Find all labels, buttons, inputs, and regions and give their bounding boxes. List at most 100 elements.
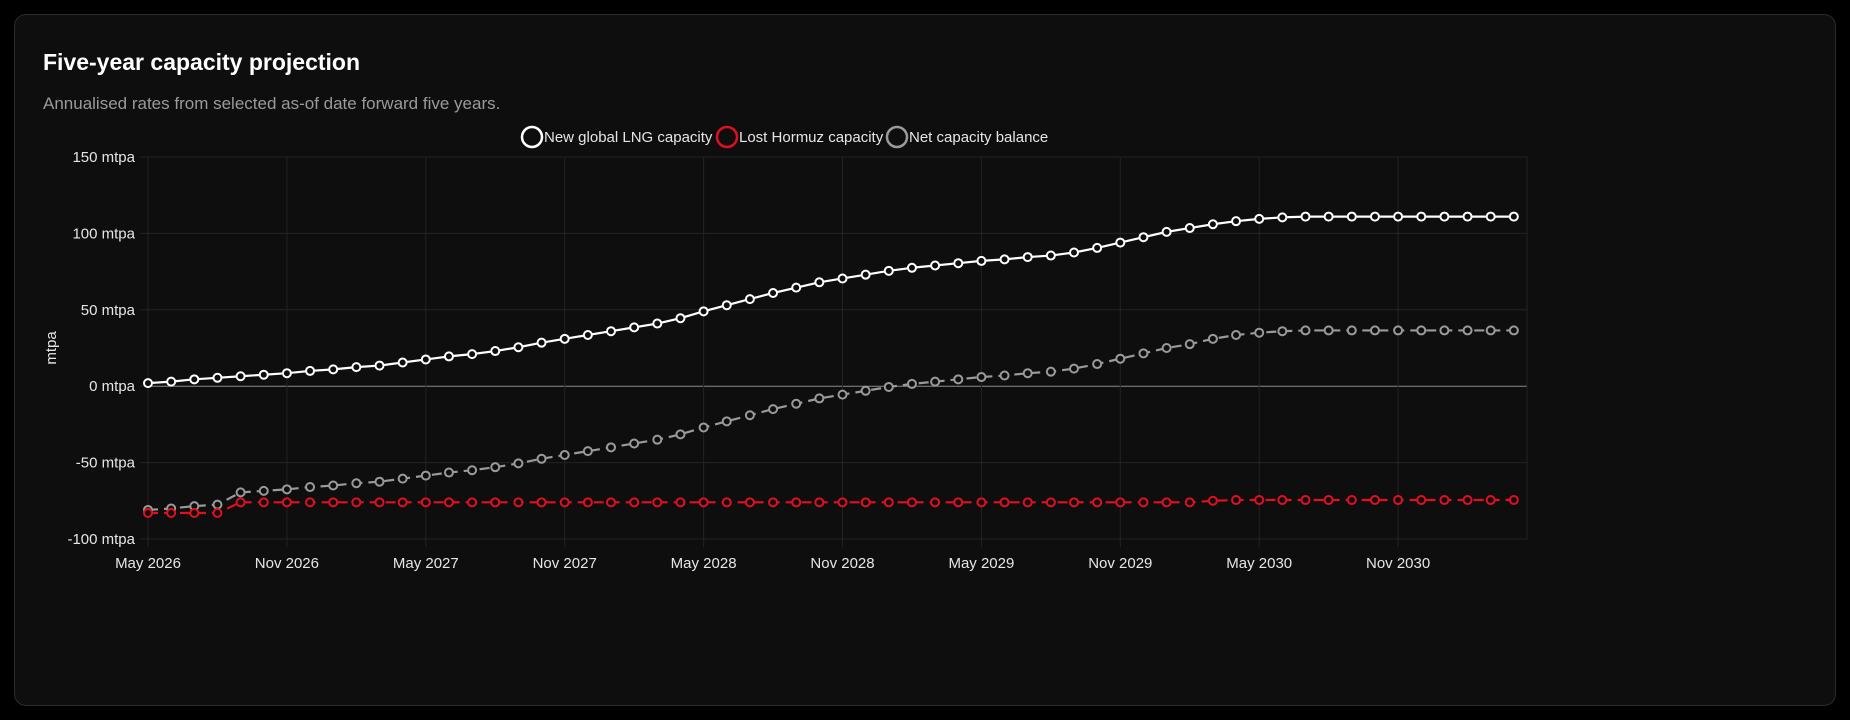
data-point[interactable] [1022,252,1033,263]
data-point[interactable] [1300,495,1311,506]
data-point[interactable] [1369,211,1380,222]
data-point[interactable] [837,497,848,508]
data-point[interactable] [420,354,431,365]
data-point[interactable] [953,258,964,269]
data-point[interactable] [883,381,894,392]
data-point[interactable] [559,333,570,344]
data-point[interactable] [559,449,570,460]
data-point[interactable] [1184,339,1195,350]
data-point[interactable] [883,497,894,508]
data-point[interactable] [768,497,779,508]
data-point[interactable] [536,453,547,464]
data-point[interactable] [953,497,964,508]
data-point[interactable] [1231,495,1242,506]
data-point[interactable] [490,497,501,508]
data-point[interactable] [1323,211,1334,222]
data-point[interactable] [582,497,593,508]
data-point[interactable] [281,368,292,379]
data-point[interactable] [420,470,431,481]
data-point[interactable] [189,508,200,519]
data-point[interactable] [1254,213,1265,224]
data-point[interactable] [768,404,779,415]
data-point[interactable] [814,393,825,404]
data-point[interactable] [559,497,570,508]
data-point[interactable] [1369,325,1380,336]
data-point[interactable] [1254,327,1265,338]
data-point[interactable] [443,497,454,508]
data-point[interactable] [1254,495,1265,506]
data-point[interactable] [1416,211,1427,222]
data-point[interactable] [1393,495,1404,506]
data-point[interactable] [397,497,408,508]
data-point[interactable] [1115,497,1126,508]
data-point[interactable] [999,497,1010,508]
data-point[interactable] [328,480,339,491]
data-point[interactable] [420,497,431,508]
data-point[interactable] [606,326,616,337]
data-point[interactable] [443,351,454,362]
data-point[interactable] [930,376,941,387]
data-point[interactable] [1485,325,1496,336]
data-point[interactable] [1045,250,1056,261]
data-point[interactable] [281,497,292,508]
data-point[interactable] [1231,330,1242,341]
data-point[interactable] [930,497,941,508]
data-point[interactable] [1069,247,1079,258]
data-point[interactable] [513,342,524,353]
data-point[interactable] [768,287,779,298]
data-point[interactable] [906,497,917,508]
data-point[interactable] [258,485,269,496]
data-point[interactable] [235,371,246,382]
data-point[interactable] [166,508,177,519]
data-point[interactable] [1323,495,1334,506]
data-point[interactable] [582,446,593,457]
data-point[interactable] [1369,495,1380,506]
data-point[interactable] [143,508,153,519]
data-point[interactable] [721,300,732,311]
data-point[interactable] [1346,325,1357,336]
data-point[interactable] [629,322,640,333]
data-point[interactable] [1346,211,1357,222]
data-point[interactable] [1115,237,1126,248]
data-point[interactable] [999,370,1010,381]
data-point[interactable] [629,497,640,508]
data-point[interactable] [1022,497,1033,508]
data-point[interactable] [1393,325,1404,336]
data-point[interactable] [1092,359,1103,370]
data-point[interactable] [860,497,871,508]
data-point[interactable] [1393,211,1404,222]
data-point[interactable] [1485,495,1496,506]
data-point[interactable] [1439,495,1450,506]
data-point[interactable] [1045,497,1056,508]
data-point[interactable] [883,265,894,276]
data-point[interactable] [1069,497,1079,508]
data-point[interactable] [1439,211,1450,222]
data-point[interactable] [536,337,547,348]
data-point[interactable] [675,497,686,508]
data-point[interactable] [629,438,640,449]
data-point[interactable] [1508,325,1519,336]
data-point[interactable] [1277,495,1288,506]
data-point[interactable] [1300,325,1311,336]
data-point[interactable] [791,497,802,508]
data-point[interactable] [1161,226,1172,237]
data-point[interactable] [744,497,755,508]
data-point[interactable] [1184,223,1195,234]
data-point[interactable] [536,497,547,508]
data-point[interactable] [189,374,200,385]
data-point[interactable] [1462,211,1473,222]
data-point[interactable] [606,497,616,508]
data-point[interactable] [652,434,663,445]
data-point[interactable] [953,374,964,385]
data-point[interactable] [1462,495,1473,506]
data-point[interactable] [1022,368,1033,379]
data-point[interactable] [698,306,709,317]
legend-item[interactable]: Lost Hormuz capacity [715,125,884,149]
data-point[interactable] [235,487,246,498]
data-point[interactable] [1092,242,1103,253]
data-point[interactable] [397,357,408,368]
data-point[interactable] [1439,325,1450,336]
data-point[interactable] [1161,497,1172,508]
data-point[interactable] [351,497,362,508]
data-point[interactable] [490,346,501,357]
